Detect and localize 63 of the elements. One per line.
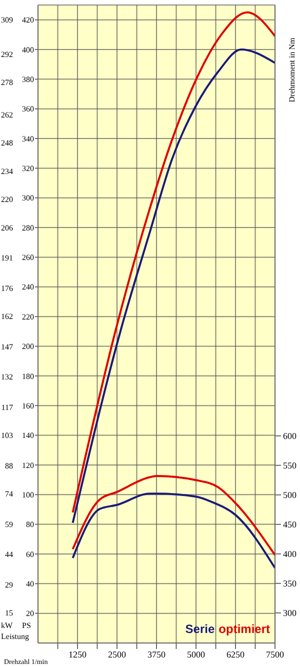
y-tick-label: 380 <box>22 75 34 84</box>
y-tick-label: 160 <box>22 401 34 410</box>
y3-tick-label: 309 <box>1 16 13 25</box>
y2-tick-label: 450 <box>283 520 297 530</box>
y-tick-label: 20 <box>26 609 34 618</box>
y-tick-label: 120 <box>22 460 34 470</box>
y-tick-label: 100 <box>22 490 34 500</box>
y3-tick-label: 59 <box>5 520 13 529</box>
y-tick-label: 360 <box>22 104 34 114</box>
y-tick-label: 420 <box>22 16 34 25</box>
y-axis-title: PS <box>22 621 31 630</box>
y-tick-label: 240 <box>22 282 34 292</box>
y-tick-label: 280 <box>22 223 34 232</box>
y3-tick-label: 262 <box>1 110 13 120</box>
y3-tick-label: 206 <box>1 223 13 232</box>
x-tick-label: 7500 <box>266 649 284 660</box>
line-series <box>72 492 275 570</box>
y-tick-label: 300 <box>22 194 34 203</box>
y3-tick-label: 74 <box>5 490 13 499</box>
y3-tick-label: 44 <box>5 550 13 560</box>
y3-tick-label: 162 <box>1 312 13 322</box>
y3-tick-label: 292 <box>1 50 13 59</box>
text: Serie <box>185 622 215 636</box>
y3-tick-label: 88 <box>5 461 13 470</box>
y-tick-label: 260 <box>22 253 34 262</box>
x-tick-label: 2500 <box>108 649 126 660</box>
y-tick-label: 80 <box>26 520 34 530</box>
y-tick-label: 340 <box>22 134 34 144</box>
y3-tick-label: 15 <box>5 608 13 618</box>
y2-tick-label: 400 <box>283 549 297 560</box>
x-tick-label: 1250 <box>68 649 87 660</box>
y3-tick-label: 220 <box>1 195 13 204</box>
y-tick-label: 60 <box>26 550 34 559</box>
y2-tick-label: 300 <box>283 608 297 618</box>
y3-tick-label: 147 <box>1 342 13 352</box>
y3-tick-label: 176 <box>1 284 13 293</box>
y-tick-label: 140 <box>22 431 34 440</box>
y2-tick-label: 600 <box>283 431 297 442</box>
y-tick-label: 320 <box>22 164 34 174</box>
y2-axis-title: Drehmoment in Nm <box>288 37 297 102</box>
y2-tick-label: 350 <box>283 578 297 589</box>
y3-tick-label: 248 <box>1 138 13 148</box>
y-tick-label: 180 <box>22 372 34 381</box>
line-series <box>72 474 275 556</box>
y3-tick-label: 29 <box>5 580 13 590</box>
x-tick-label: 3750 <box>148 649 166 660</box>
text: Leistung <box>1 632 29 641</box>
y-tick-label: 200 <box>22 342 34 352</box>
y2-tick-label: 500 <box>283 490 297 500</box>
y3-tick-label: 234 <box>1 166 13 176</box>
x-tick-label: 5000 <box>187 649 206 660</box>
y2-tick-label: 550 <box>283 460 297 471</box>
y3-tick-label: 117 <box>1 402 13 412</box>
y-tick-label: 220 <box>22 312 34 322</box>
y3-tick-label: 132 <box>1 372 13 382</box>
y3-tick-label: 191 <box>1 254 13 263</box>
y-tick-label: 40 <box>26 579 34 588</box>
y-tick-label: 400 <box>22 45 34 54</box>
y3-axis-title: kW <box>1 621 13 630</box>
x-tick-label: 6250 <box>226 649 245 660</box>
y3-tick-label: 103 <box>1 431 13 440</box>
text: optimiert <box>218 622 270 636</box>
y3-tick-label: 278 <box>1 78 13 88</box>
